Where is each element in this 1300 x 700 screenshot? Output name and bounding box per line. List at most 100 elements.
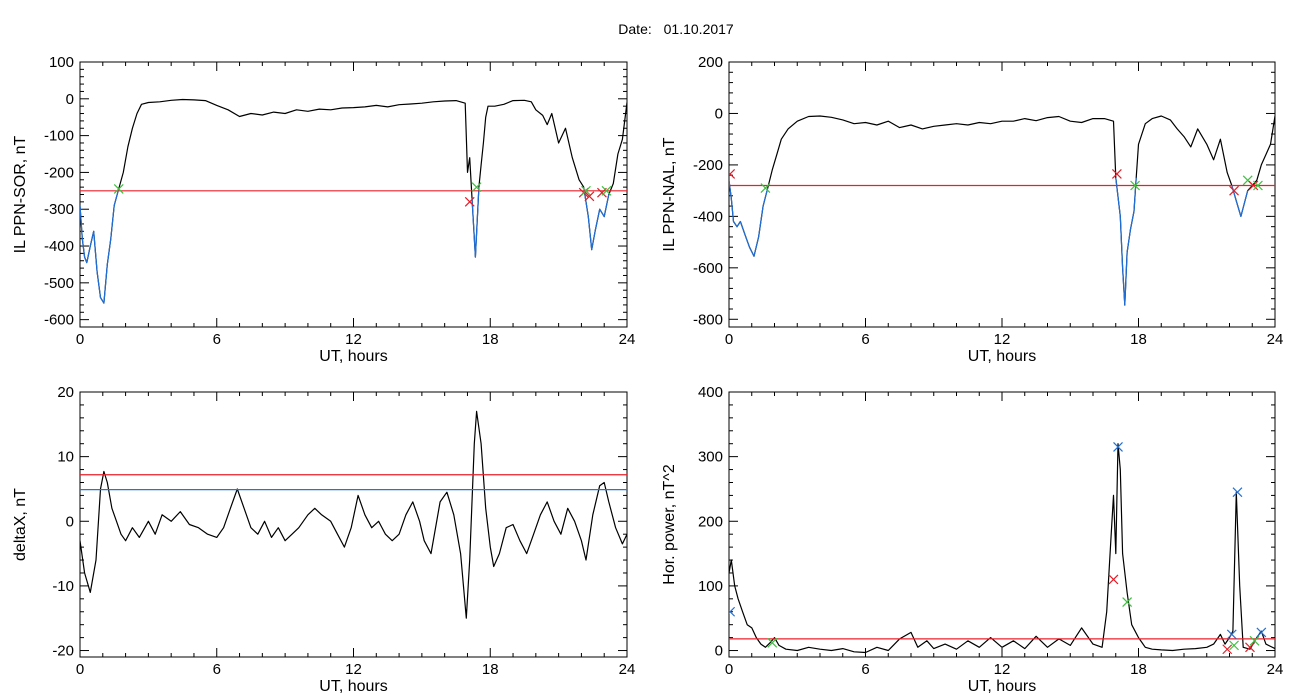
chart-nal: 0 6 12 18 24 -800 -600 -400 -200 0 200 UT, hours IL … bbox=[661, 54, 1283, 365]
y-tick-label: 100 bbox=[698, 578, 723, 595]
date-value: 01.10.2017 bbox=[664, 21, 734, 37]
marker-blue bbox=[1232, 487, 1243, 498]
x-axis-label: UT, hours bbox=[319, 348, 387, 365]
marker-green bbox=[601, 185, 612, 196]
date-title: Date: 01.10.2017 bbox=[618, 21, 734, 37]
x-tick-label: 12 bbox=[994, 661, 1011, 678]
x-tick-label: 24 bbox=[619, 331, 636, 348]
y-axis-label: Hor. power, nT^2 bbox=[661, 464, 678, 585]
x-axis-label: UT, hours bbox=[968, 678, 1036, 695]
x-axis-label: UT, hours bbox=[968, 348, 1036, 365]
marker-blue bbox=[729, 606, 736, 617]
x-tick-label: 0 bbox=[76, 331, 84, 348]
x-tick-label: 6 bbox=[213, 331, 221, 348]
x-tick-label: 0 bbox=[725, 661, 733, 678]
marker-red bbox=[1229, 185, 1239, 196]
y-tick-label: -400 bbox=[693, 208, 723, 225]
marker-red bbox=[1245, 642, 1255, 653]
marker-red bbox=[1222, 644, 1233, 655]
y-tick-label: 200 bbox=[698, 54, 723, 71]
y-tick-label: 100 bbox=[49, 54, 74, 71]
plot-data bbox=[80, 410, 627, 619]
data-trace bbox=[729, 115, 1275, 306]
x-tick-label: 24 bbox=[1267, 331, 1284, 348]
marker-green bbox=[581, 185, 591, 196]
y-tick-label: 10 bbox=[57, 449, 74, 466]
plot-data bbox=[729, 442, 1275, 655]
x-tick-label: 18 bbox=[1130, 661, 1147, 678]
marker-blue bbox=[1226, 629, 1237, 640]
y-axis-label: IL PPN-SOR, nT bbox=[12, 135, 29, 253]
y-tick-label: 20 bbox=[57, 384, 74, 401]
substorm-segment bbox=[1115, 177, 1137, 306]
plot-data bbox=[729, 115, 1275, 306]
y-tick-label: -300 bbox=[44, 201, 74, 218]
y-tick-label: -200 bbox=[44, 164, 74, 181]
marker-red bbox=[464, 196, 475, 207]
y-tick-label: -400 bbox=[44, 238, 74, 255]
marker-green bbox=[1229, 640, 1239, 651]
data-trace bbox=[80, 410, 627, 619]
data-trace bbox=[729, 443, 1275, 654]
x-tick-label: 12 bbox=[345, 331, 362, 348]
y-tick-label: -200 bbox=[693, 157, 723, 174]
substorm-segment bbox=[729, 180, 769, 257]
x-tick-label: 24 bbox=[619, 661, 636, 678]
y-tick-label: -600 bbox=[44, 312, 74, 329]
marker-green bbox=[760, 183, 771, 193]
marker-green bbox=[1122, 597, 1133, 607]
x-tick-label: 18 bbox=[1130, 331, 1147, 348]
marker-green bbox=[767, 637, 778, 648]
y-tick-label: 300 bbox=[698, 449, 723, 466]
chart-sor: 0 6 12 18 24 -600 -500 -400 -300 -200 -100 0 100 UT, … bbox=[12, 54, 635, 365]
y-axis-label: deltaX, nT bbox=[12, 488, 29, 561]
data-trace bbox=[80, 98, 627, 304]
y-tick-label: 0 bbox=[715, 643, 723, 660]
marker-green bbox=[1249, 635, 1260, 646]
marker-red bbox=[1108, 574, 1119, 585]
substorm-segment bbox=[471, 187, 480, 258]
marker-red bbox=[1111, 168, 1122, 179]
marker-blue bbox=[1113, 442, 1123, 452]
x-tick-label: 6 bbox=[861, 331, 869, 348]
plot-frame bbox=[728, 61, 1276, 328]
x-tick-label: 12 bbox=[994, 331, 1011, 348]
y-tick-label: -100 bbox=[44, 128, 74, 145]
x-tick-label: 24 bbox=[1267, 661, 1284, 678]
y-tick-label: -10 bbox=[52, 578, 74, 595]
x-tick-label: 12 bbox=[345, 661, 362, 678]
x-tick-label: 18 bbox=[482, 661, 499, 678]
substorm-segment bbox=[80, 188, 120, 304]
substorm-segment bbox=[1231, 185, 1249, 217]
plot-frame bbox=[728, 391, 1276, 658]
y-axis-label: IL PPN-NAL, nT bbox=[661, 137, 678, 251]
plot-frame bbox=[79, 391, 628, 658]
y-tick-label: -800 bbox=[693, 311, 723, 328]
marker-green bbox=[471, 182, 482, 193]
plot-data bbox=[80, 98, 627, 304]
marker-green bbox=[1130, 180, 1141, 191]
x-tick-label: 0 bbox=[725, 331, 733, 348]
x-tick-label: 18 bbox=[482, 331, 499, 348]
y-tick-label: -500 bbox=[44, 275, 74, 292]
y-tick-label: 0 bbox=[66, 91, 74, 108]
marker-red bbox=[729, 168, 736, 179]
date-label: Date: bbox=[618, 21, 651, 37]
x-tick-label: 0 bbox=[76, 661, 84, 678]
y-tick-label: -600 bbox=[693, 260, 723, 277]
marker-blue bbox=[1256, 627, 1267, 638]
x-axis-label: UT, hours bbox=[319, 678, 387, 695]
y-tick-label: 200 bbox=[698, 513, 723, 530]
y-tick-label: -20 bbox=[52, 643, 74, 660]
marker-green bbox=[1253, 180, 1263, 191]
y-tick-label: 0 bbox=[66, 513, 74, 530]
marker-red bbox=[1248, 180, 1259, 191]
x-tick-label: 6 bbox=[861, 661, 869, 678]
y-tick-label: 400 bbox=[698, 384, 723, 401]
x-tick-label: 6 bbox=[213, 661, 221, 678]
y-tick-label: 0 bbox=[715, 105, 723, 122]
chart-power: 0 6 12 18 24 0 100 200 300 400 UT, hours Hor. power… bbox=[661, 384, 1283, 695]
marker-red bbox=[584, 191, 595, 202]
substorm-segment bbox=[583, 187, 610, 251]
